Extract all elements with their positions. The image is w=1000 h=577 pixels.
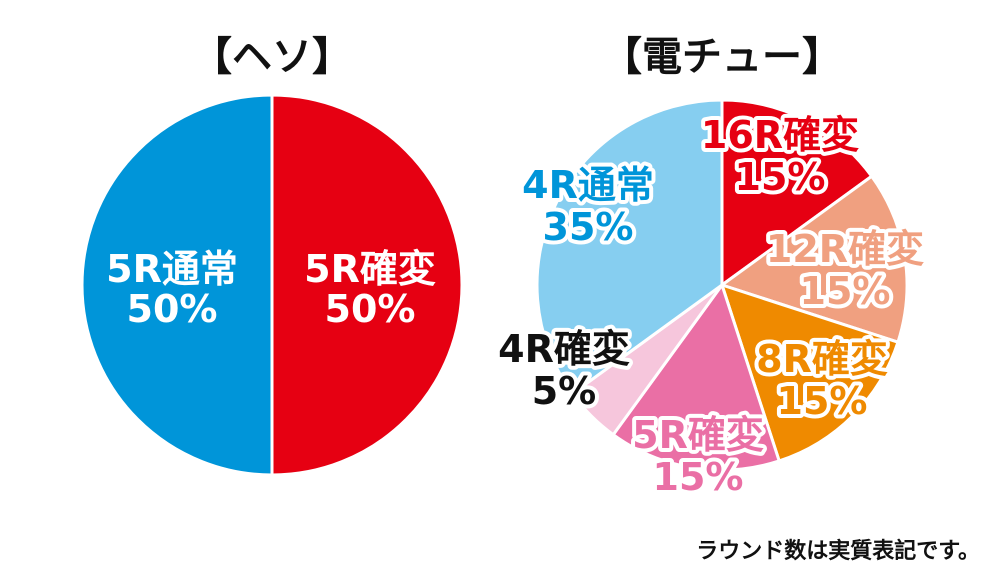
slice-value-label: 5%	[532, 369, 597, 413]
slice-label: 16R確変	[701, 113, 859, 157]
pie-slice	[611, 281, 782, 472]
slice-value-label: 35%	[543, 205, 634, 249]
pie-slice	[80, 93, 274, 477]
slice-value-label: 15%	[735, 155, 826, 199]
slice-value-label: 15%	[800, 269, 891, 313]
pie-slice	[270, 93, 464, 477]
slice-label: 5R確変	[632, 413, 764, 457]
slice-value-label: 50%	[127, 287, 218, 331]
chart-title-heso: 【ヘソ】	[192, 34, 352, 80]
footer-note: ラウンド数は実質表記です。	[696, 538, 980, 564]
pie-chart-denchu: 16R確変15%12R確変15%8R確変15%5R確変15%4R確変5%4R通常…	[494, 98, 928, 503]
slice-value-label: 50%	[325, 287, 416, 331]
chart-title-denchu: 【電チュー】	[602, 34, 842, 80]
pie-slice	[720, 98, 874, 288]
slice-label: 4R通常	[522, 163, 654, 207]
slice-label: 12R確変	[766, 227, 924, 271]
slice-value-label: 15%	[653, 455, 744, 499]
slice-label: 5R確変	[304, 247, 436, 291]
pie-slice	[535, 98, 724, 396]
slice-value-label: 15%	[777, 379, 868, 423]
slice-label: 4R確変	[498, 327, 630, 371]
slice-label: 8R確変	[756, 337, 888, 381]
pie-slice	[718, 174, 909, 345]
slice-label: 5R通常	[106, 247, 238, 291]
